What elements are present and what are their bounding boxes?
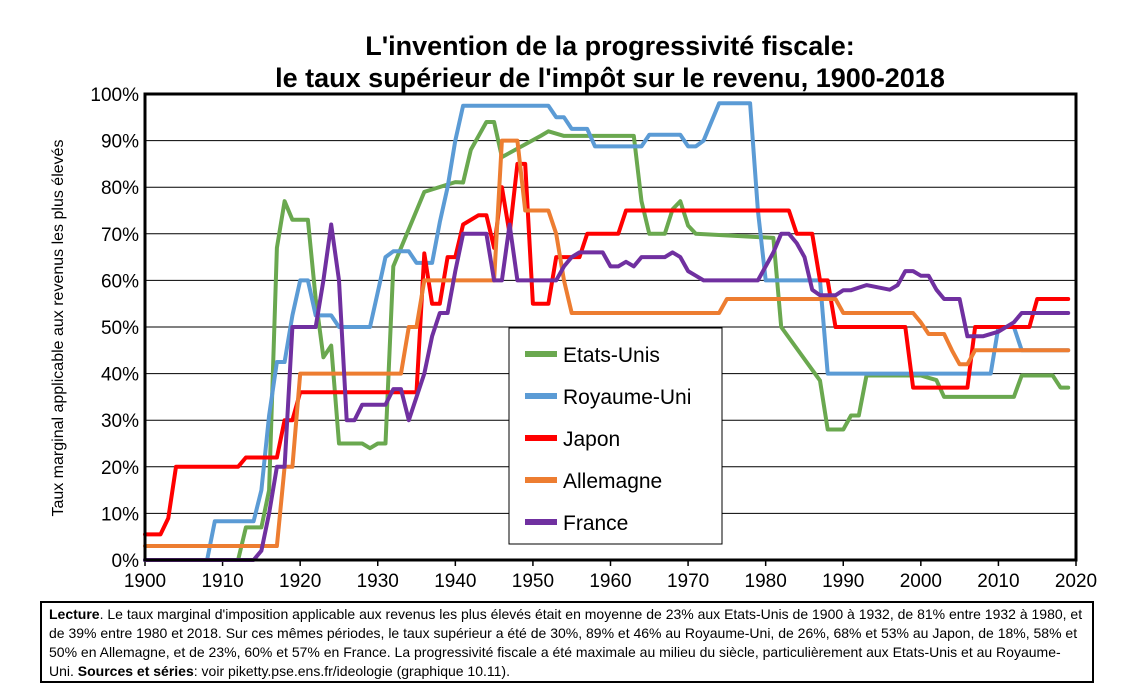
y-tick-label: 90% [101,132,139,153]
x-tick-label: 1910 [201,571,243,592]
y-tick-label: 0% [112,551,140,572]
x-tick-label: 1950 [512,571,554,592]
legend-label: Royaume-Uni [563,386,691,409]
legend-label: France [563,512,628,535]
line-chart: 0% 10% 20% 30% 40% 50% 60% 70% 80% 90% 100% 1900 191… [90,85,1097,592]
lecture-note: Lecture. Le taux marginal d'imposition a… [40,601,1094,683]
y-tick-label: 30% [101,411,139,432]
plot-frame [143,92,1078,562]
sources-text: : voir piketty.pse.ens.fr/ideologie (gra… [193,663,510,679]
x-tick-label: 1930 [357,571,399,592]
y-tick-label: 20% [101,458,139,479]
x-tick-label: 1990 [822,571,864,592]
x-tick-label: 1980 [745,571,787,592]
chart-title-line-2: le taux supérieur de l'impôt sur le reve… [275,63,945,93]
x-tick-label: 2020 [1055,571,1097,592]
y-tick-label: 10% [101,504,139,525]
x-tick-label: 1920 [279,571,321,592]
x-tick-label: 1900 [124,571,166,592]
y-tick-label: 100% [90,85,139,106]
legend-label: Allemagne [563,470,662,493]
y-tick-label: 40% [101,365,139,386]
legend-label: Japon [563,428,620,451]
series-line-france [143,222,1071,562]
y-tick-label: 50% [101,318,139,339]
lecture-text: . Le taux marginal d'imposition applicab… [49,606,1083,679]
sources-label: Sources et séries [77,663,194,679]
x-tick-label: 1970 [667,571,709,592]
x-tick-label: 2010 [977,571,1019,592]
y-tick-label: 80% [101,178,139,199]
x-tick-label: 2000 [900,571,942,592]
x-tick-label: 1960 [589,571,631,592]
series-line-royaume-uni [143,101,1071,562]
x-tick-label: 1940 [434,571,476,592]
lecture-label: Lecture [49,606,100,622]
legend-box [508,327,723,545]
y-tick-label: 60% [101,271,139,292]
chart-title-line-1: L'invention de la progressivité fiscale: [365,31,855,61]
y-tick-label: 70% [101,225,139,246]
series-line-allemagne [143,138,1071,548]
legend-label: Etats-Unis [563,344,660,367]
